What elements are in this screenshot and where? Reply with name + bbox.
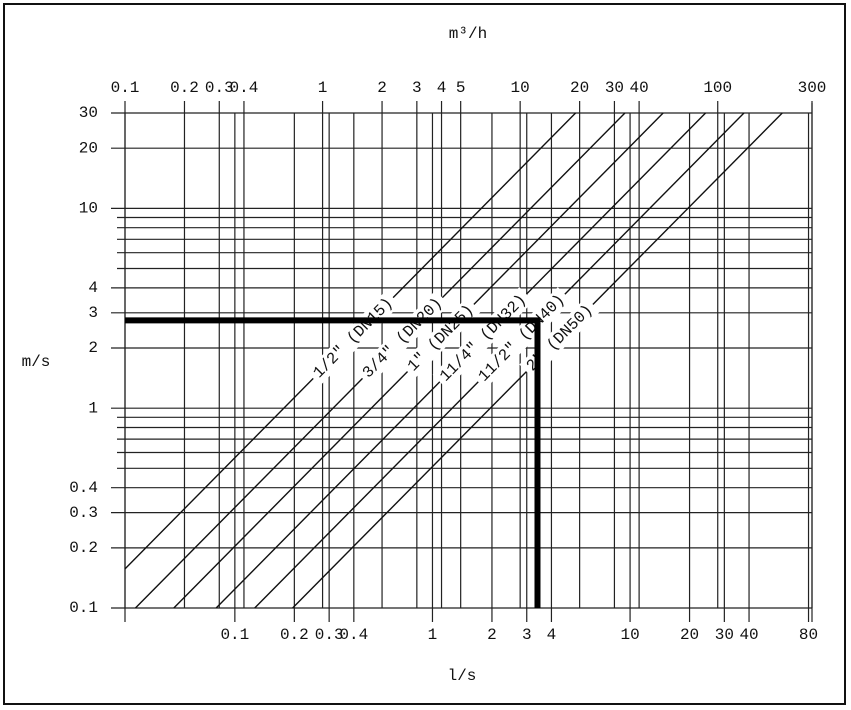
x-tick-label: 0.4 (339, 626, 368, 644)
y-tick-label: 4 (88, 279, 98, 297)
x-tick-label: 2 (487, 626, 497, 644)
x2-tick-label: 300 (798, 79, 827, 97)
frame (3, 3, 846, 705)
x2-tick-label: 20 (570, 79, 589, 97)
x-tick-label: 0.1 (220, 626, 249, 644)
x2-tick-label: 0.2 (170, 79, 199, 97)
y-tick-label: 0.2 (69, 539, 98, 557)
x-tick-label: 3 (522, 626, 532, 644)
x-axis-label: l/s (448, 667, 477, 685)
x2-tick-label: 2 (377, 79, 387, 97)
x-tick-label: 1 (428, 626, 438, 644)
x2-tick-label: 0.1 (111, 79, 140, 97)
y-axis-label: m/s (22, 353, 51, 371)
x2-tick-label: 1 (318, 79, 328, 97)
x2-tick-label: 30 (605, 79, 624, 97)
pipe-label-bg (355, 290, 450, 386)
pipe-label-bg (471, 287, 572, 389)
x-tick-label: 10 (620, 626, 639, 644)
reading-line (125, 317, 541, 608)
x2-tick-label: 40 (630, 79, 649, 97)
x2-tick-label: 4 (437, 79, 447, 97)
x2-tick-label: 100 (703, 79, 732, 97)
x2-tick-label: 3 (412, 79, 422, 97)
x2-tick-label: 0.3 (205, 79, 234, 97)
y-tick-label: 3 (88, 304, 98, 322)
x-tick-label: 4 (547, 626, 557, 644)
y-tick-label: 1 (88, 399, 98, 417)
x-tick-label: 20 (680, 626, 699, 644)
x-tick-label: 30 (715, 626, 734, 644)
pipe-label-group: 1/2" (DN15) (306, 290, 401, 386)
y-tick-label: 0.4 (69, 479, 98, 497)
x2-tick-label: 5 (456, 79, 466, 97)
x2-tick-label: 0.4 (230, 79, 259, 97)
y-tick-label: 10 (79, 200, 98, 218)
x-tick-label: 80 (799, 626, 818, 644)
x-tick-label: 0.2 (280, 626, 309, 644)
x2-axis-label: m³/h (449, 25, 487, 43)
y-tick-label: 20 (79, 139, 98, 157)
x2-tick-label: 10 (511, 79, 530, 97)
pipe-label-bg (306, 290, 401, 386)
x-tick-label: 40 (739, 626, 758, 644)
y-tick-label: 0.3 (69, 504, 98, 522)
y-tick-label: 2 (88, 339, 98, 357)
pipe-label-bg (432, 287, 534, 389)
x-tick-label: 0.3 (315, 626, 344, 644)
y-tick-label: 30 (79, 104, 98, 122)
y-tick-label: 0.1 (69, 599, 98, 617)
